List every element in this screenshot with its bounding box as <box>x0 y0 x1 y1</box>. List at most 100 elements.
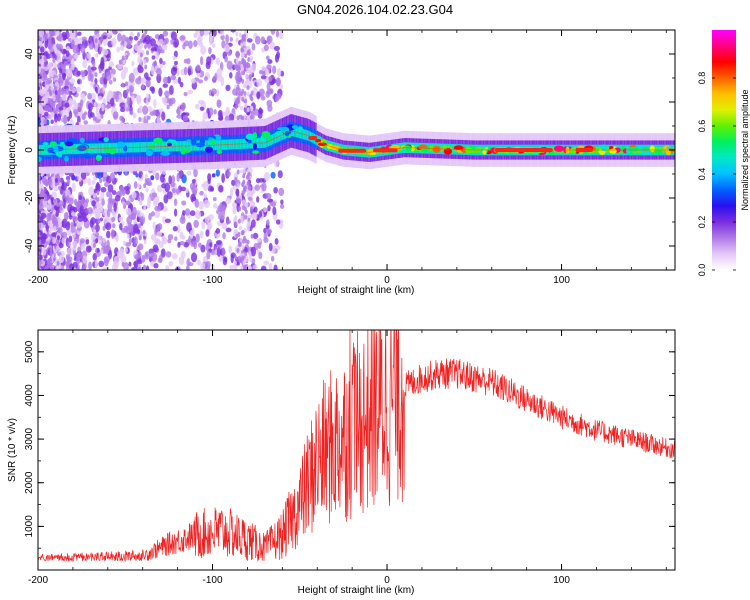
spectrogram-cell <box>225 84 231 92</box>
spectrogram-cell <box>61 93 67 102</box>
spectrogram-cell <box>94 263 98 269</box>
spectrogram-cell <box>188 40 193 49</box>
spectrogram-cell <box>195 210 202 220</box>
spectrogram-cell <box>168 85 174 96</box>
spectrogram-cell <box>45 80 51 85</box>
spectrogram-cell <box>216 149 223 155</box>
spectrogram-cell <box>209 242 213 248</box>
spectrogram-cell <box>240 105 244 111</box>
spectrogram-cell <box>237 241 241 247</box>
spectrogram-cell <box>244 202 248 208</box>
spectrogram-cell <box>173 198 178 207</box>
spectrogram-cell <box>61 181 67 191</box>
snr-frame <box>37 329 676 571</box>
spectrogram-cell <box>86 52 92 60</box>
spectrogram-ridge <box>38 130 674 153</box>
spectrogram-cell <box>99 249 103 255</box>
colorbar-tick-label: 0.0 <box>697 264 707 277</box>
spectrogram-cell <box>88 146 98 153</box>
spectrogram-cell <box>100 171 104 177</box>
spectrogram-cell <box>81 212 87 219</box>
spectrogram-cell <box>49 141 57 146</box>
spectrogram-cell <box>140 117 144 123</box>
spectrogram-cell <box>132 67 139 76</box>
spectrogram-cell <box>65 253 70 260</box>
spectrogram-cell <box>166 104 170 110</box>
spectrogram-cell <box>140 216 144 222</box>
spectrogram-cell <box>92 115 96 121</box>
spectrogram-cell <box>43 51 48 56</box>
spectrogram-cell <box>49 247 53 253</box>
spectrogram-cell <box>265 91 271 98</box>
spectrogram-cell <box>150 65 155 76</box>
spectrogram-cell <box>173 38 179 48</box>
spectrogram-cell <box>235 71 239 77</box>
spectrogram-cell <box>165 251 172 258</box>
spectrogram-cell <box>145 187 149 193</box>
spectrogram-cell <box>147 198 151 209</box>
spectrogram-cell <box>159 62 163 69</box>
spectrogram-cell <box>172 78 179 84</box>
spectrogram-cell <box>76 79 81 85</box>
spectrogram-cell <box>117 32 122 42</box>
spectrogram-cell <box>151 192 158 198</box>
spectrogram-cell <box>272 206 277 216</box>
spectrogram-cell <box>247 63 251 69</box>
spectrogram-cell <box>270 171 276 179</box>
spectrogram-cell <box>95 181 100 191</box>
spectrogram-cell <box>39 46 45 53</box>
spectrogram-cell <box>183 66 188 76</box>
spectrogram-cell <box>38 174 41 182</box>
spectrogram-cell <box>248 79 253 89</box>
spectrogram-cell <box>238 32 242 38</box>
spectrogram-cell <box>240 42 244 48</box>
spectrogram-cell <box>258 210 263 218</box>
spectrogram-cell <box>238 225 242 231</box>
spectrogram-cell <box>87 207 94 214</box>
spectrogram-cell <box>250 206 254 212</box>
spectrogram-cell <box>91 60 96 67</box>
spectrogram-cell <box>113 260 120 268</box>
spectrogram-cell <box>97 95 103 101</box>
spectrogram-cell <box>49 30 53 36</box>
spectrogram-cell <box>235 37 239 43</box>
spectrogram-cell <box>171 175 176 184</box>
spectrogram-cell <box>211 173 216 178</box>
spectrogram-cell <box>108 147 116 155</box>
spectrogram-cell <box>212 75 217 82</box>
spectrogram-cell <box>274 238 279 245</box>
spectrogram-cell <box>272 65 277 74</box>
spectrogram-cell <box>152 109 157 116</box>
spectrogram-cell <box>443 147 453 155</box>
spectrogram-cell <box>267 205 271 212</box>
spectrogram-cell <box>99 207 103 213</box>
spectrogram-cell <box>88 186 95 196</box>
spectrogram-cell <box>172 253 178 260</box>
spectrogram-cell <box>200 244 206 253</box>
spectrogram-cell <box>221 247 226 257</box>
spectrogram-cell <box>260 265 267 270</box>
spectrogram-cell <box>63 114 68 125</box>
spectrogram-cell <box>240 47 244 53</box>
spectrogram-cell <box>236 169 240 175</box>
spectrogram-cell <box>237 65 241 71</box>
spectrogram-cell <box>147 106 153 113</box>
spectrogram-cell <box>170 31 177 41</box>
spectrogram-cell <box>87 177 92 186</box>
spectrogram-cell <box>150 233 157 241</box>
spectrogram-cell <box>62 73 66 81</box>
spectrogram-cell <box>228 245 233 254</box>
spectrogram-cell <box>177 76 182 85</box>
spectrogram-cell <box>123 203 127 209</box>
spectrogram-cell <box>156 205 162 212</box>
spectrogram-cell <box>129 110 134 116</box>
spectrogram-cell <box>229 187 234 198</box>
spectrogram-cell <box>58 77 62 83</box>
spectrogram-cell <box>235 91 239 97</box>
spectrogram-cell <box>179 241 185 246</box>
spectrogram-cell <box>186 170 192 176</box>
spectrogram-cell <box>46 212 53 222</box>
spectrogram-cell <box>181 209 186 216</box>
spectrogram-cell <box>38 96 42 101</box>
spectrogram-cell <box>119 107 126 113</box>
